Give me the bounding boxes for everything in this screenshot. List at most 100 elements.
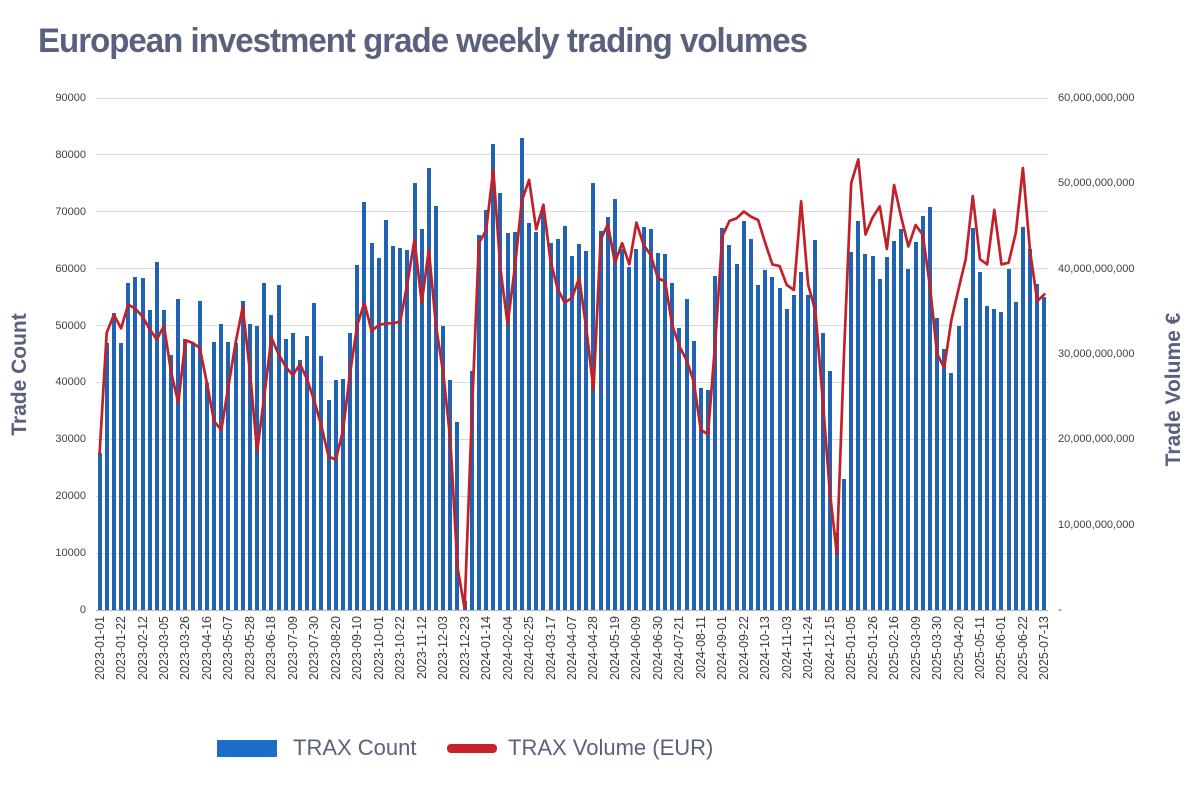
trax-count-bar: [999, 312, 1004, 610]
trax-count-bar: [612, 198, 617, 610]
x-axis-tick-label: 2025-03-09: [908, 616, 923, 680]
trax-count-bar: [770, 277, 775, 610]
trax-count-bar: [870, 256, 875, 610]
trax-count-bar: [670, 282, 675, 610]
x-axis-line: [96, 609, 1048, 611]
trax-count-bar: [326, 399, 331, 610]
trax-count-bar: [935, 318, 940, 610]
trax-count-bar: [913, 241, 918, 610]
gridline: [96, 211, 1048, 213]
trax-count-bar: [548, 242, 553, 610]
chart-title: European investment grade weekly trading…: [38, 22, 808, 60]
x-axis-tick-label: 2025-07-13: [1037, 616, 1052, 680]
trax-count-bar: [262, 282, 267, 610]
trax-count-bar: [97, 453, 102, 610]
trax-count-bar: [706, 389, 710, 610]
trax-count-bar: [162, 310, 166, 610]
trax-count-bar: [484, 209, 489, 610]
trax-count-bar: [226, 342, 231, 610]
trax-count-bar: [842, 479, 846, 610]
trax-count-bar: [748, 239, 753, 610]
trax-count-bar: [176, 299, 181, 610]
trax-count-bar: [978, 271, 982, 610]
x-axis-tick-label: 2023-07-09: [285, 616, 300, 680]
right-axis-tick-label: 60,000,000,000: [1058, 92, 1135, 104]
right-axis-tick-label: 40,000,000,000: [1058, 262, 1135, 275]
x-axis-tick-label: 2025-06-01: [994, 616, 1009, 680]
trax-count-bar: [1020, 226, 1025, 610]
trax-count-bar: [577, 244, 582, 610]
trax-count-bar: [691, 340, 696, 610]
x-axis-tick-label: 2023-11-12: [414, 616, 429, 680]
trax-count-bar: [605, 216, 610, 610]
x-axis-tick-label: 2024-10-13: [758, 616, 773, 680]
trax-count-bar: [641, 227, 646, 610]
trax-count-bar: [197, 300, 202, 610]
trax-count-bar: [727, 244, 732, 610]
trax-count-bar: [290, 332, 295, 610]
trax-count-bar: [441, 326, 446, 610]
trax-count-bar: [212, 342, 217, 610]
trax-count-bar: [204, 383, 209, 610]
x-axis-tick-label: 2023-10-01: [371, 616, 386, 680]
trax-count-bar: [111, 313, 116, 610]
trax-count-bar: [333, 379, 338, 610]
trax-count-bar: [319, 356, 324, 610]
trax-count-bar: [541, 207, 546, 610]
trax-count-bar: [684, 299, 689, 610]
left-axis-tick-label: 60000: [55, 262, 86, 275]
x-axis-tick-label: 2024-11-03: [779, 616, 794, 680]
trax-count-bar: [741, 221, 746, 610]
plot-area: [96, 97, 1048, 611]
x-axis-tick-label: 2024-12-15: [822, 616, 837, 680]
trax-count-bar: [455, 422, 460, 610]
trax-count-bar: [126, 282, 131, 610]
trax-count-bar: [884, 257, 889, 610]
right-axis-tick-label: 50,000,000,000: [1058, 177, 1135, 190]
x-axis-tick-label: 2025-03-30: [930, 616, 945, 680]
trax-count-bar: [899, 228, 904, 610]
left-axis-tick-label: 70000: [55, 205, 86, 218]
left-axis-tick-label: 20000: [55, 490, 86, 503]
right-axis-tick-label: 30,000,000,000: [1058, 348, 1135, 360]
legend-label-trax-volume: TRAX Volume (EUR): [508, 735, 714, 760]
left-axis-tick-label: 90000: [55, 92, 86, 104]
trax-count-bar: [698, 388, 703, 610]
trax-count-bar: [942, 349, 947, 610]
left-axis-tick-label: 80000: [55, 148, 86, 161]
trax-count-bar: [147, 310, 152, 610]
trax-count-bar: [791, 295, 796, 610]
x-axis-tick-label: 2023-06-18: [264, 616, 279, 680]
x-axis-tick-label: 2023-02-12: [135, 616, 150, 680]
trax-count-bar: [591, 182, 596, 610]
right-axis-tick-label: -: [1058, 604, 1062, 616]
trax-count-bar: [405, 249, 410, 610]
trax-count-bar: [555, 239, 560, 610]
trax-count-bar: [269, 314, 274, 610]
x-axis-tick-label: 2024-07-21: [672, 616, 687, 680]
x-axis-tick-label: 2025-01-05: [844, 616, 859, 680]
left-axis-tick-label: 0: [79, 604, 86, 616]
trax-count-bar: [992, 309, 997, 610]
x-axis-tick-label: 2023-01-22: [114, 616, 129, 680]
left-axis-tick-label: 40000: [55, 376, 86, 389]
x-axis-tick-label: 2024-01-14: [479, 616, 494, 680]
x-axis-tick-label: 2024-04-28: [586, 616, 601, 680]
trax-count-bar: [956, 325, 961, 610]
trax-count-bar: [920, 215, 925, 610]
trax-count-bar: [713, 276, 718, 610]
right-axis-title: Trade Volume €: [1162, 312, 1185, 467]
trax-count-bar: [856, 221, 861, 610]
x-axis-tick-label: 2023-03-26: [178, 616, 193, 680]
trax-count-bar: [763, 269, 768, 610]
trax-count-bar: [505, 232, 510, 610]
trax-count-bar: [498, 193, 503, 610]
trax-count-bar: [519, 137, 524, 610]
x-axis-tick-label: 2024-03-17: [543, 616, 558, 680]
trax-count-bar: [247, 324, 252, 610]
trax-count-bar: [169, 354, 174, 610]
trax-count-bar: [469, 371, 474, 610]
x-axis-tick-label: 2025-02-16: [887, 616, 902, 680]
trax-count-bar: [627, 266, 632, 610]
trax-count-bar: [784, 309, 789, 610]
